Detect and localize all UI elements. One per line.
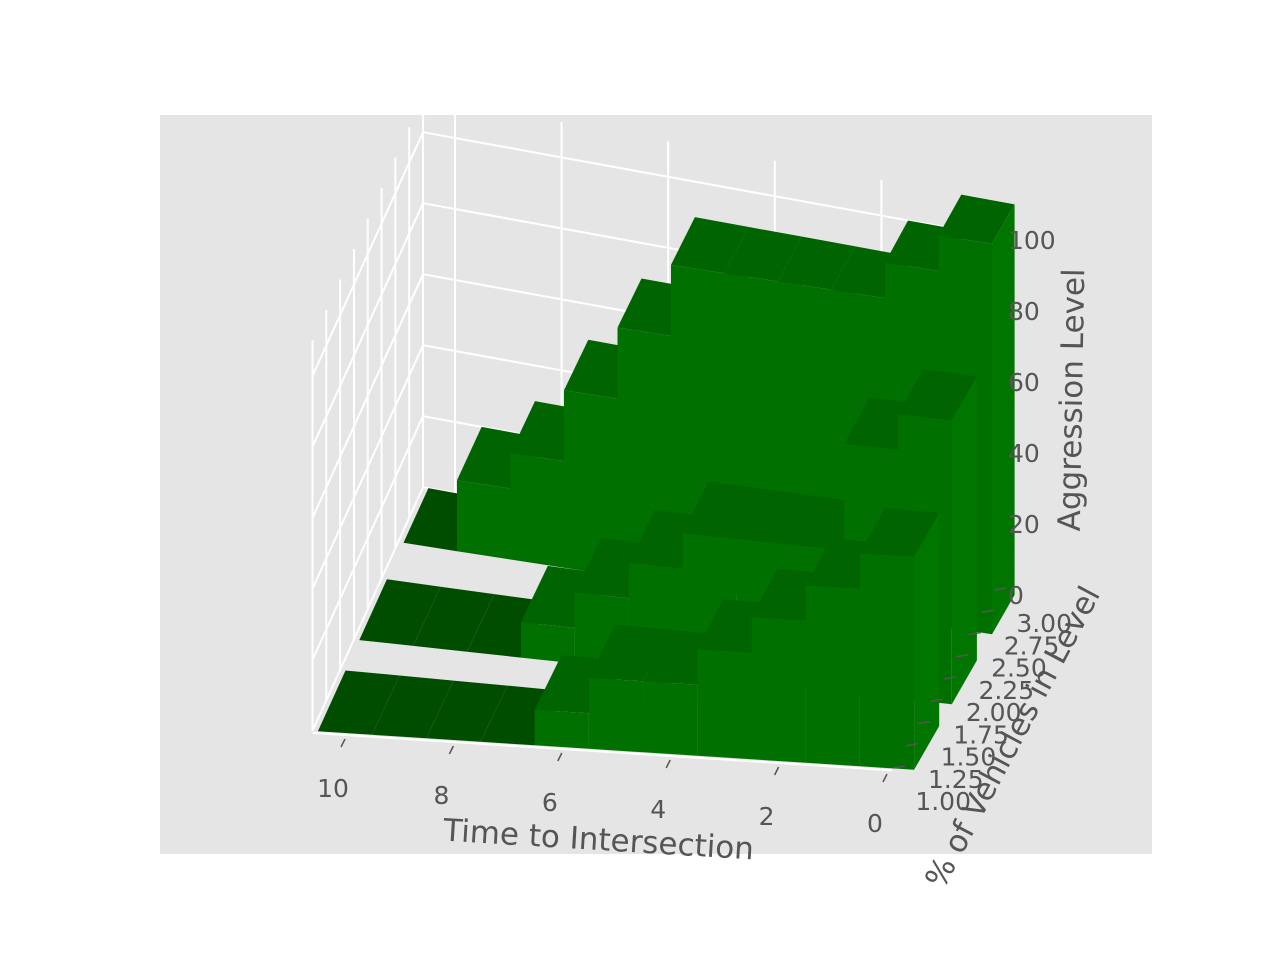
bar-right bbox=[992, 204, 1015, 635]
bar-top bbox=[588, 624, 670, 682]
z-axis-label: Aggression Level bbox=[1052, 268, 1093, 532]
bar-level1-t10 bbox=[317, 670, 400, 735]
x-tick-mark bbox=[665, 759, 671, 769]
bar-top bbox=[317, 670, 400, 735]
z-tick-label: 0 bbox=[1008, 581, 1024, 610]
bar-top bbox=[778, 236, 855, 290]
z-tick-label: 60 bbox=[1008, 368, 1040, 397]
bar-front bbox=[588, 677, 644, 753]
y-tick-mark bbox=[918, 720, 931, 725]
bar-front bbox=[510, 453, 564, 568]
x-tick-label: 6 bbox=[542, 788, 558, 817]
grid-line-z bbox=[422, 131, 989, 236]
y-tick-mark bbox=[993, 587, 1007, 591]
bar-top bbox=[859, 508, 940, 557]
axes bbox=[312, 731, 893, 772]
x-tick-label: 0 bbox=[867, 809, 883, 838]
bar-front bbox=[564, 390, 618, 577]
bar-front bbox=[751, 617, 806, 763]
bar-level1-t8 bbox=[426, 680, 508, 742]
x-tick-label: 10 bbox=[317, 774, 349, 803]
bar-right bbox=[914, 513, 940, 770]
bar-top bbox=[413, 586, 495, 652]
x-tick-mark bbox=[773, 766, 780, 776]
y-tick-mark bbox=[943, 676, 956, 680]
grid-line-z-side bbox=[311, 273, 424, 519]
x-tick-mark bbox=[448, 745, 455, 755]
z-tick-label: 40 bbox=[1008, 439, 1040, 468]
x-tick-label: 8 bbox=[433, 781, 449, 810]
y-tick-mark bbox=[981, 609, 994, 613]
y-tick-label: 1.25 bbox=[928, 765, 984, 794]
bar-top bbox=[671, 217, 749, 274]
bar-level2-t10 bbox=[359, 579, 441, 646]
x-tick-mark bbox=[882, 773, 888, 783]
bar-front bbox=[643, 681, 698, 756]
bar-top bbox=[938, 194, 1015, 244]
bar-top bbox=[372, 675, 454, 739]
bar-level1-t0 bbox=[859, 508, 940, 770]
grid-line-z-side bbox=[311, 131, 424, 377]
y-tick-mark bbox=[905, 743, 918, 747]
bar-top bbox=[897, 369, 977, 421]
bar-top bbox=[682, 481, 763, 539]
grid-line-z-side bbox=[311, 202, 424, 448]
z-tick-label: 100 bbox=[1008, 226, 1056, 255]
y-tick-label: 1.75 bbox=[953, 720, 1009, 749]
bar-top bbox=[724, 226, 802, 282]
bar-front bbox=[697, 649, 752, 760]
y-tick-mark bbox=[956, 654, 969, 658]
x-tick-label: 2 bbox=[759, 802, 775, 831]
bar-front bbox=[859, 553, 915, 770]
y-tick-label: 2.50 bbox=[991, 654, 1047, 683]
y-tick-label: 1.00 bbox=[915, 787, 971, 816]
y-tick-label: 2.00 bbox=[966, 698, 1022, 727]
y-tick-mark bbox=[892, 765, 906, 769]
grid-line-z-side bbox=[311, 415, 424, 661]
bar-right bbox=[951, 376, 977, 705]
bars bbox=[317, 194, 1015, 770]
y-tick-label: 2.25 bbox=[978, 676, 1034, 705]
x-axis-line bbox=[312, 731, 893, 772]
y-tick-label: 3.00 bbox=[1016, 609, 1072, 638]
grid-line-z-side bbox=[311, 486, 424, 732]
bar-front bbox=[457, 480, 511, 560]
bar-front bbox=[534, 709, 589, 749]
bar-front bbox=[805, 585, 860, 767]
grid-line-z-side bbox=[311, 344, 424, 590]
x-tick-mark bbox=[340, 738, 346, 748]
y-tick-label: 1.50 bbox=[941, 743, 997, 772]
x-tick-mark bbox=[557, 752, 563, 762]
bar-level1-t9 bbox=[372, 675, 454, 739]
z-tick-label: 20 bbox=[1008, 510, 1040, 539]
y-tick-mark bbox=[968, 631, 981, 636]
tick-labels: 10 8 6 4 2 01.001.251.501.752.002.252.502.753… bbox=[317, 226, 1072, 838]
bar-front bbox=[520, 622, 575, 664]
bar-top bbox=[426, 680, 508, 742]
bar-top bbox=[359, 579, 441, 646]
x-tick-label: 4 bbox=[650, 795, 666, 824]
bar-top bbox=[736, 488, 816, 545]
y-tick-mark bbox=[930, 698, 943, 702]
bar-level2-t9 bbox=[413, 586, 495, 652]
z-tick-label: 80 bbox=[1008, 297, 1040, 326]
y-tick-label: 2.75 bbox=[1004, 631, 1060, 660]
